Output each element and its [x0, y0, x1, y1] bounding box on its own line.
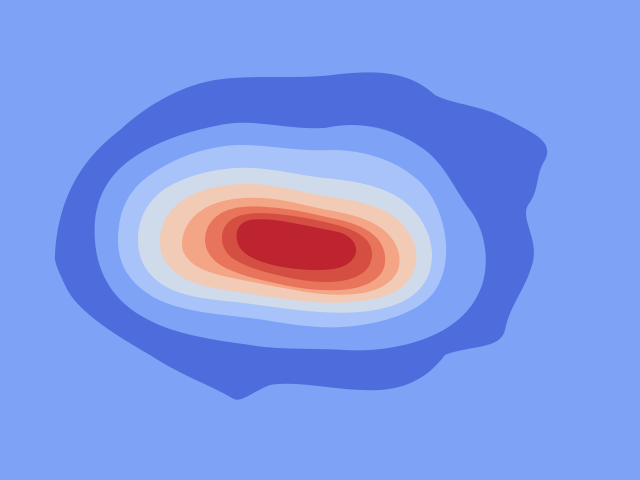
contour-band-9 [236, 219, 357, 271]
